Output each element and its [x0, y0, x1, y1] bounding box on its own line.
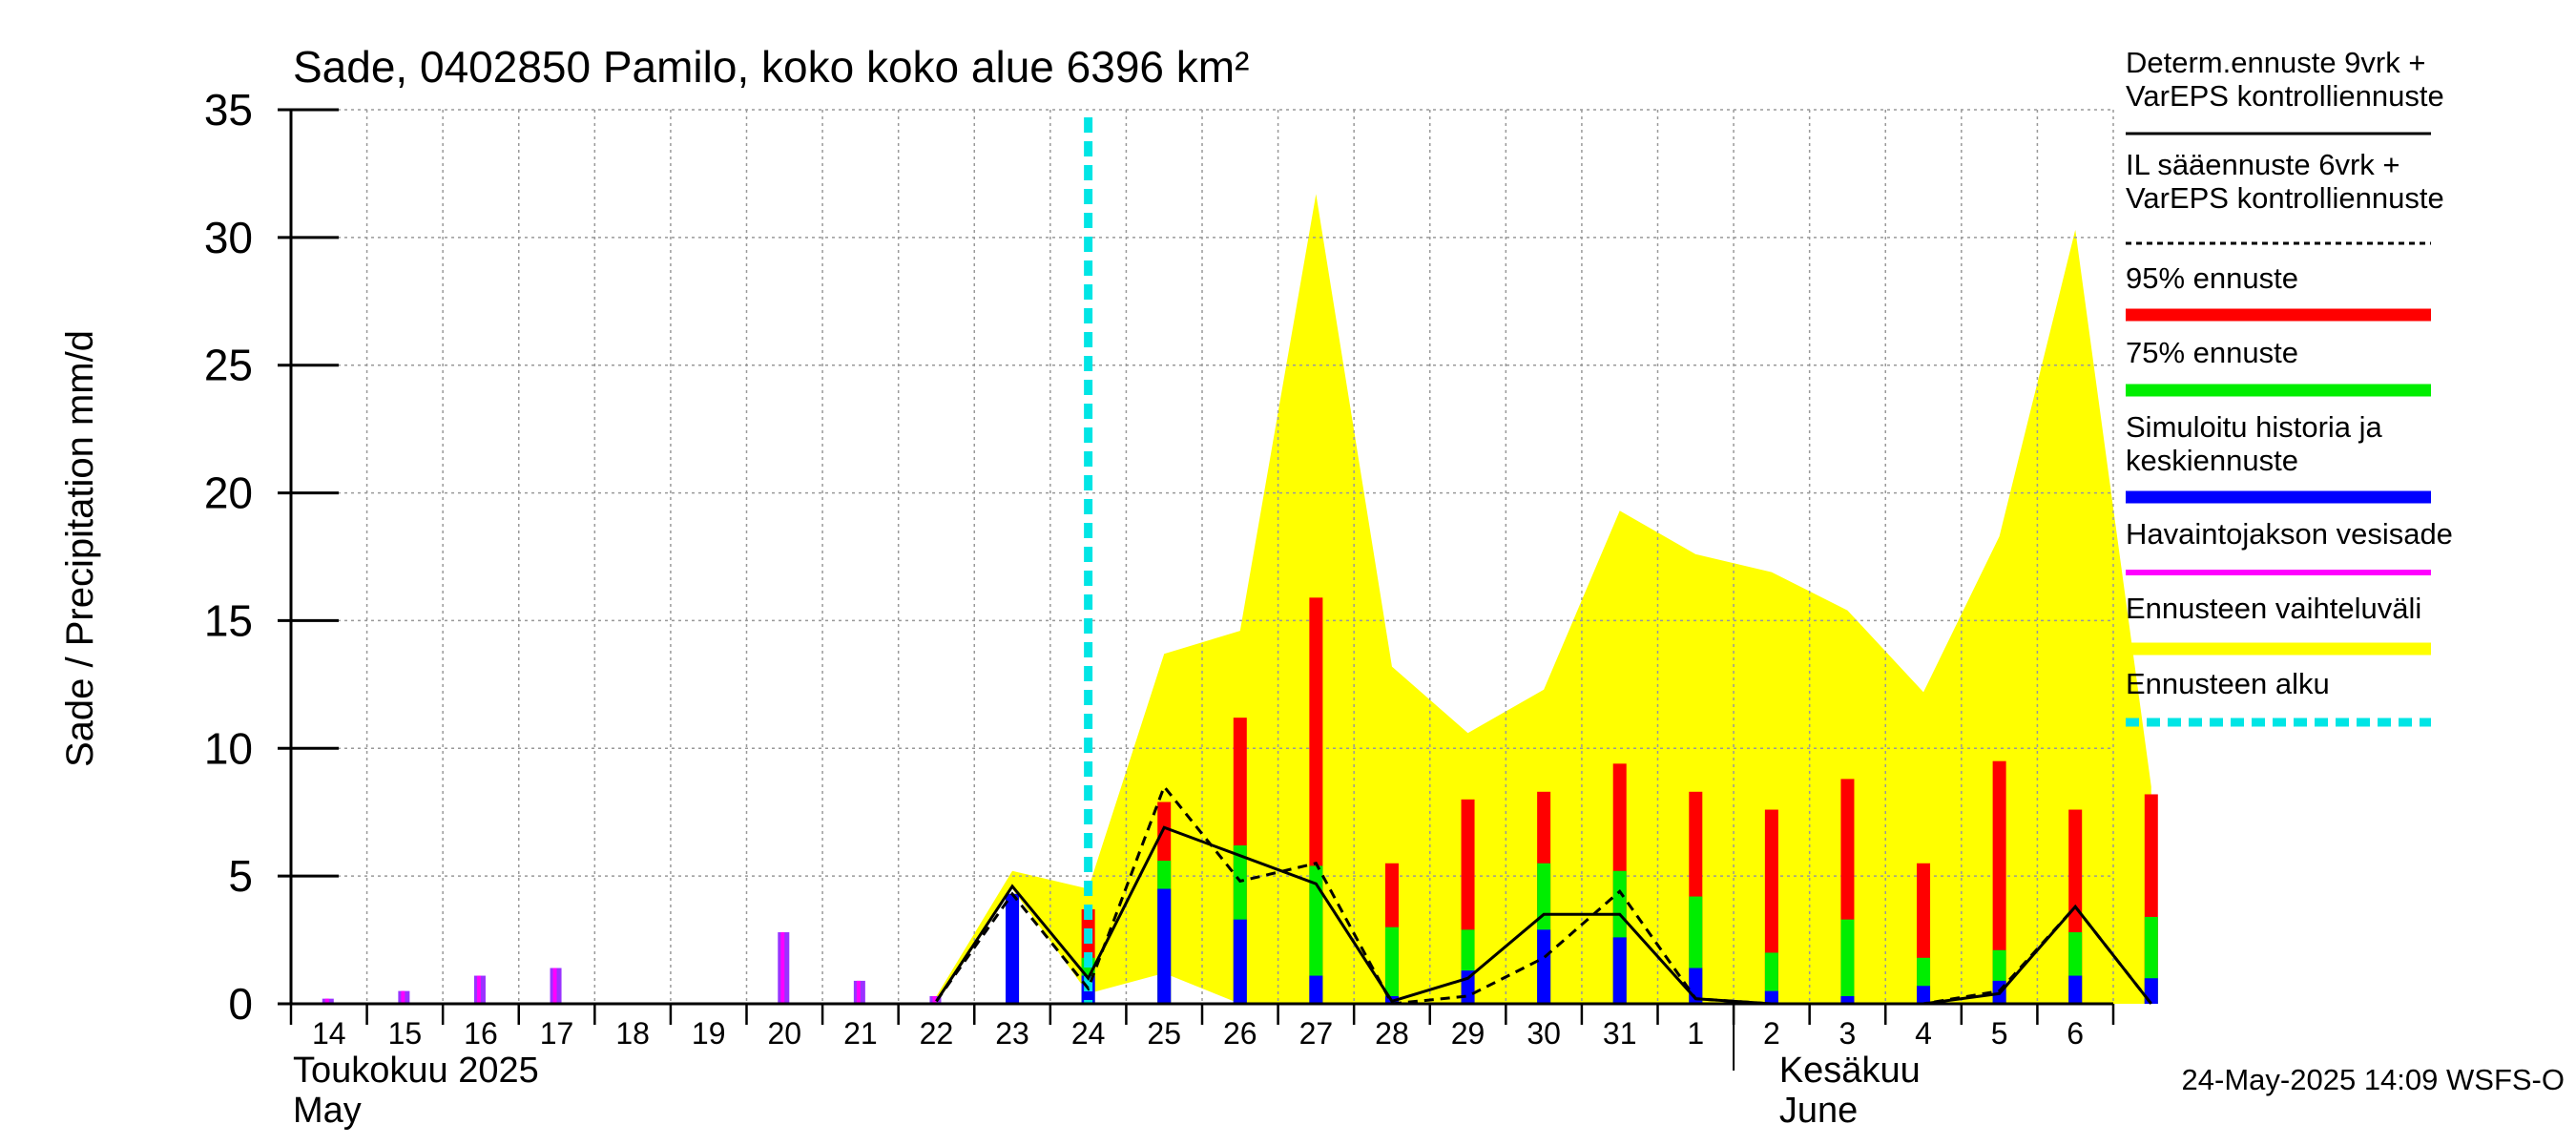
x-tick-label: 4 — [1915, 1016, 1932, 1051]
forecast-bar-75 — [1384, 926, 1399, 1004]
observed-precip-bar-highlight — [401, 990, 405, 1004]
x-tick-label: 25 — [1147, 1016, 1181, 1051]
month-label: Toukokuu 2025 — [293, 1051, 539, 1091]
x-tick-label: 31 — [1603, 1016, 1637, 1051]
observed-precip-bar-highlight — [856, 980, 861, 1004]
timestamp: 24-May-2025 14:09 WSFS-O — [2182, 1063, 2565, 1096]
forecast-bar-75 — [1840, 919, 1855, 1004]
observed-precip-bar-highlight — [552, 968, 557, 1004]
y-tick-label: 20 — [204, 468, 253, 518]
x-tick-label: 19 — [692, 1016, 726, 1051]
line-layer — [935, 117, 2152, 1006]
y-tick-label: 35 — [204, 85, 253, 135]
legend-label-line2: VarEPS kontrolliennuste — [2126, 79, 2444, 113]
x-tick-label: 1 — [1687, 1016, 1704, 1051]
month-label-en: June — [1779, 1091, 1858, 1131]
forecast-bar-median — [1233, 919, 1247, 1004]
y-tick-label: 0 — [228, 979, 253, 1029]
chart-title: Sade, 0402850 Pamilo, koko koko alue 639… — [293, 42, 1249, 92]
legend-label: 95% ennuste — [2126, 261, 2298, 295]
x-tick-label: 18 — [615, 1016, 650, 1051]
forecast-bar-95 — [1992, 760, 2006, 1004]
x-tick-label: 29 — [1451, 1016, 1485, 1051]
legend-label: Simuloitu historia ja — [2126, 410, 2383, 444]
legend-label: Ennusteen vaihteluväli — [2126, 592, 2421, 625]
x-tick-label: 22 — [920, 1016, 954, 1051]
x-tick-label: 14 — [312, 1016, 346, 1051]
forecast-bar-median — [2068, 975, 2083, 1004]
forecast-bar-median — [1157, 888, 1172, 1004]
x-tick-label: 26 — [1223, 1016, 1257, 1051]
y-tick-label: 25 — [204, 341, 253, 390]
legend-label: Determ.ennuste 9vrk + — [2126, 46, 2425, 79]
forecast-bar-median — [1006, 893, 1020, 1004]
axis-layer — [278, 108, 2115, 1071]
legend-label: Havaintojakson vesisade — [2126, 517, 2453, 551]
forecast-bar-75 — [1309, 865, 1323, 1004]
month-label-en: May — [293, 1091, 362, 1131]
x-tick-label: 16 — [464, 1016, 498, 1051]
forecast-bar-median — [1917, 986, 1931, 1004]
forecast-bar-median — [1764, 990, 1778, 1004]
y-tick-label: 15 — [204, 595, 253, 645]
y-axis-label: Sade / Precipitation mm/d — [59, 330, 101, 767]
text-layer: Sade, 0402850 Pamilo, koko koko alue 639… — [59, 42, 2565, 1131]
x-tick-label: 21 — [843, 1016, 878, 1051]
grid-layer — [291, 109, 2114, 1004]
legend-label: Ennusteen alku — [2126, 667, 2330, 700]
observed-precip-bar-highlight — [932, 995, 937, 1004]
determ-forecast-line — [935, 825, 2152, 1006]
legend-label-line2: VarEPS kontrolliennuste — [2126, 181, 2444, 215]
observed-precip-bar-highlight — [780, 932, 785, 1004]
x-tick-label: 27 — [1299, 1016, 1334, 1051]
month-label: Kesäkuu — [1779, 1051, 1921, 1091]
legend: Determ.ennuste 9vrk +VarEPS kontrollienn… — [2126, 46, 2453, 727]
bar-layer — [322, 597, 2158, 1004]
y-tick-label: 5 — [228, 851, 253, 901]
x-tick-label: 2 — [1763, 1016, 1780, 1051]
observed-precip-bar-highlight — [476, 975, 481, 1004]
forecast-bar-median — [1840, 995, 1855, 1004]
x-tick-label: 30 — [1527, 1016, 1561, 1051]
x-tick-label: 20 — [767, 1016, 801, 1051]
il-forecast-line — [935, 783, 2152, 1006]
x-tick-label: 17 — [540, 1016, 574, 1051]
y-tick-label: 30 — [204, 213, 253, 262]
legend-label-line2: keskiennuste — [2126, 444, 2298, 477]
x-tick-label: 6 — [2067, 1016, 2084, 1051]
x-tick-label: 3 — [1839, 1016, 1857, 1051]
x-tick-label: 23 — [995, 1016, 1029, 1051]
x-tick-label: 28 — [1375, 1016, 1409, 1051]
forecast-bar-median — [1309, 975, 1323, 1004]
observed-precip-bar-highlight — [324, 998, 329, 1004]
x-tick-label: 24 — [1071, 1016, 1106, 1051]
x-tick-label: 15 — [388, 1016, 423, 1051]
y-tick-label: 10 — [204, 723, 253, 773]
legend-label: 75% ennuste — [2126, 336, 2298, 369]
forecast-bar-median — [1537, 929, 1551, 1004]
x-tick-label: 5 — [1991, 1016, 2008, 1051]
legend-label: IL sääennuste 6vrk + — [2126, 148, 2400, 181]
forecast-bar-median — [1612, 937, 1627, 1004]
